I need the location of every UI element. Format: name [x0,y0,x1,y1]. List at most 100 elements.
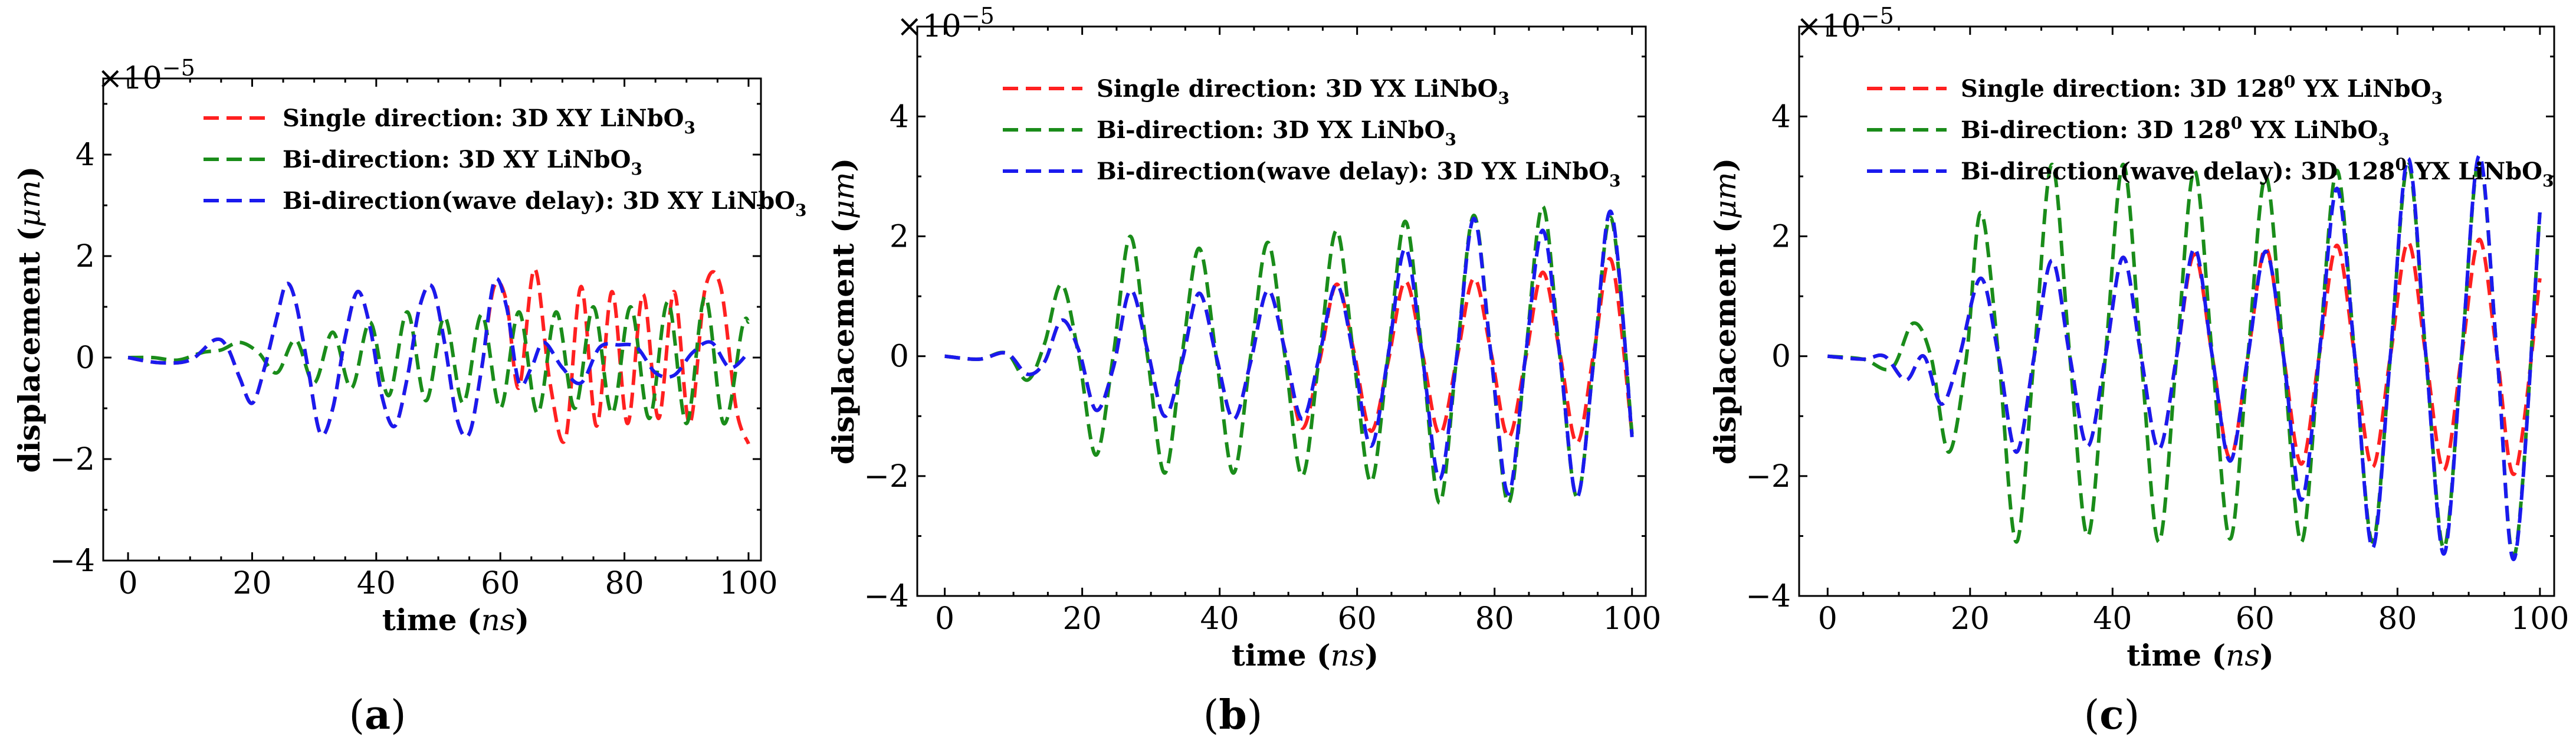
x-tick-label: 0 [1818,601,1837,637]
panel-label-letter: b [1219,692,1247,739]
legend-text-subscript: 3 [631,159,642,179]
panel-label-paren: ( [2084,692,2100,739]
legend-entry-1: Single direction: 3D YX LiNbO3 [1097,75,1509,108]
panel-label-letter: c [2099,692,2124,739]
y-axis-label-paren: ( [826,219,861,233]
y-tick-label: 0 [1771,339,1791,375]
x-tick-label: 0 [119,566,138,601]
legend-text-main: Single direction: 3D YX LiNbO [1097,75,1498,103]
series-group [127,267,750,445]
y-tick-label: 4 [890,99,909,135]
x-tick-label: 60 [1338,601,1377,637]
x-tick-label: 20 [232,566,271,601]
legend-text-subscript: 3 [1498,89,1509,108]
x-axis-label-unit: ns [1331,638,1365,673]
y-axis-label-paren: ( [1708,219,1743,233]
series-line-2 [1827,156,2542,558]
panel-label-a: (a) [349,692,406,739]
legend-text-main: Bi-direction: 3D XY LiNbO [283,146,631,173]
x-tick-label: 40 [357,566,396,601]
x-tick-label: 100 [2511,601,2569,637]
y-tick-label: 2 [890,219,909,255]
legend-entry-1: Single direction: 3D XY LiNbO3 [283,104,695,137]
x-tick-label: 0 [935,601,954,637]
x-tick-label: 100 [1603,601,1661,637]
y-axis-label-paren: ) [826,158,861,172]
y-exponent-label: ×10−5 [897,3,995,44]
legend-text-main: Single direction: 3D 128 [1961,75,2284,103]
y-axis-label-unit: μm [12,180,47,227]
x-axis-label-paren: ( [1317,638,1331,673]
y-tick-label: 0 [76,340,95,376]
legend-text-main: Bi-direction(wave delay): 3D 128 [1961,158,2395,185]
x-tick-label: 80 [2378,601,2417,637]
panel-label-c: (c) [2084,692,2139,739]
legend-text-superscript: 0 [2284,72,2295,91]
x-tick-label: 80 [605,566,644,601]
x-axis-label-unit: ns [481,603,516,637]
series-line-3 [127,277,750,439]
legend-entry-3: Bi-direction(wave delay): 3D 1280 YX LiN… [1961,155,2554,191]
y-axis-label-text: displacement [826,233,861,464]
panel-label-paren: ) [2124,692,2140,739]
exponent-base: ×10 [97,61,162,96]
x-tick-label: 80 [1475,601,1514,637]
legend-entry-1: Single direction: 3D 1280 YX LiNbO3 [1961,72,2443,108]
legend-text-rest: YX LiNbO [2407,158,2542,185]
legend-text-subscript: 3 [1445,130,1456,149]
x-axis-label: time (ns) [2127,638,2273,673]
legend-entry-3: Bi-direction(wave delay): 3D XY LiNbO3 [283,187,807,220]
legend-entry-2: Bi-direction: 3D XY LiNbO3 [283,146,642,179]
legend-text-rest: YX LiNbO [2242,116,2378,144]
series-line-3 [1827,153,2542,561]
x-tick-label: 40 [1200,601,1239,637]
y-exponent-label: ×10−5 [97,55,195,96]
legend-entry-3: Bi-direction(wave delay): 3D YX LiNbO3 [1097,158,1621,191]
y-tick-label: −2 [1745,459,1791,494]
y-axis-label-paren: ( [12,227,47,241]
y-tick-label: −4 [50,543,95,579]
x-axis-label-text: time [2127,638,2211,673]
x-tick-label: 100 [719,566,777,601]
x-axis-label-text: time [1232,638,1317,673]
legend-text-subscript: 3 [2431,89,2442,108]
x-tick-label: 20 [1951,601,1990,637]
x-tick-label: 60 [2236,601,2275,637]
legend-text-main: Bi-direction(wave delay): 3D XY LiNbO [283,187,795,215]
y-tick-label: −4 [1745,579,1791,614]
x-axis-label-paren: ) [516,602,530,637]
legend: Single direction: 3D YX LiNbO3Bi-directi… [1003,75,1621,191]
legend-text-main: Bi-direction: 3D YX LiNbO [1097,116,1445,144]
plot-frame [102,77,762,562]
series-line-1 [127,267,750,445]
legend-entry-2: Bi-direction: 3D 1280 YX LiNbO3 [1961,113,2390,149]
legend-text-subscript: 3 [2378,130,2389,149]
y-axis-label: displacement (μm) [1708,158,1743,465]
x-tick-label: 20 [1063,601,1102,637]
legend-entry-2: Bi-direction: 3D YX LiNbO3 [1097,116,1456,149]
legend-text-subscript: 3 [795,201,806,220]
y-tick-label: 0 [890,339,909,375]
x-tick-label: 60 [481,566,520,601]
x-axis-label-text: time [382,602,467,637]
x-axis-label-paren: ( [467,602,481,637]
y-tick-label: −2 [864,459,909,494]
y-exponent-label: ×10−5 [1796,3,1894,44]
x-axis-label-paren: ( [2212,638,2226,673]
panel-label-paren: ( [1203,692,1219,739]
y-axis-label-text: displacement [12,241,47,473]
y-tick-label: −2 [50,442,95,477]
x-axis-label: time (ns) [1232,638,1379,673]
panel-label-paren: ) [390,692,406,739]
series-line-3 [944,209,1634,499]
y-axis-label-unit: μm [826,172,861,219]
y-axis-label-paren: ) [1708,158,1743,172]
plot-frame [1798,25,2555,597]
legend-text-main: Bi-direction(wave delay): 3D YX LiNbO [1097,158,1609,185]
y-tick-label: 2 [76,239,95,274]
legend-text-superscript: 0 [2395,155,2406,174]
y-axis-label: displacement (μm) [826,158,861,465]
y-axis-label-text: displacement [1708,233,1743,464]
